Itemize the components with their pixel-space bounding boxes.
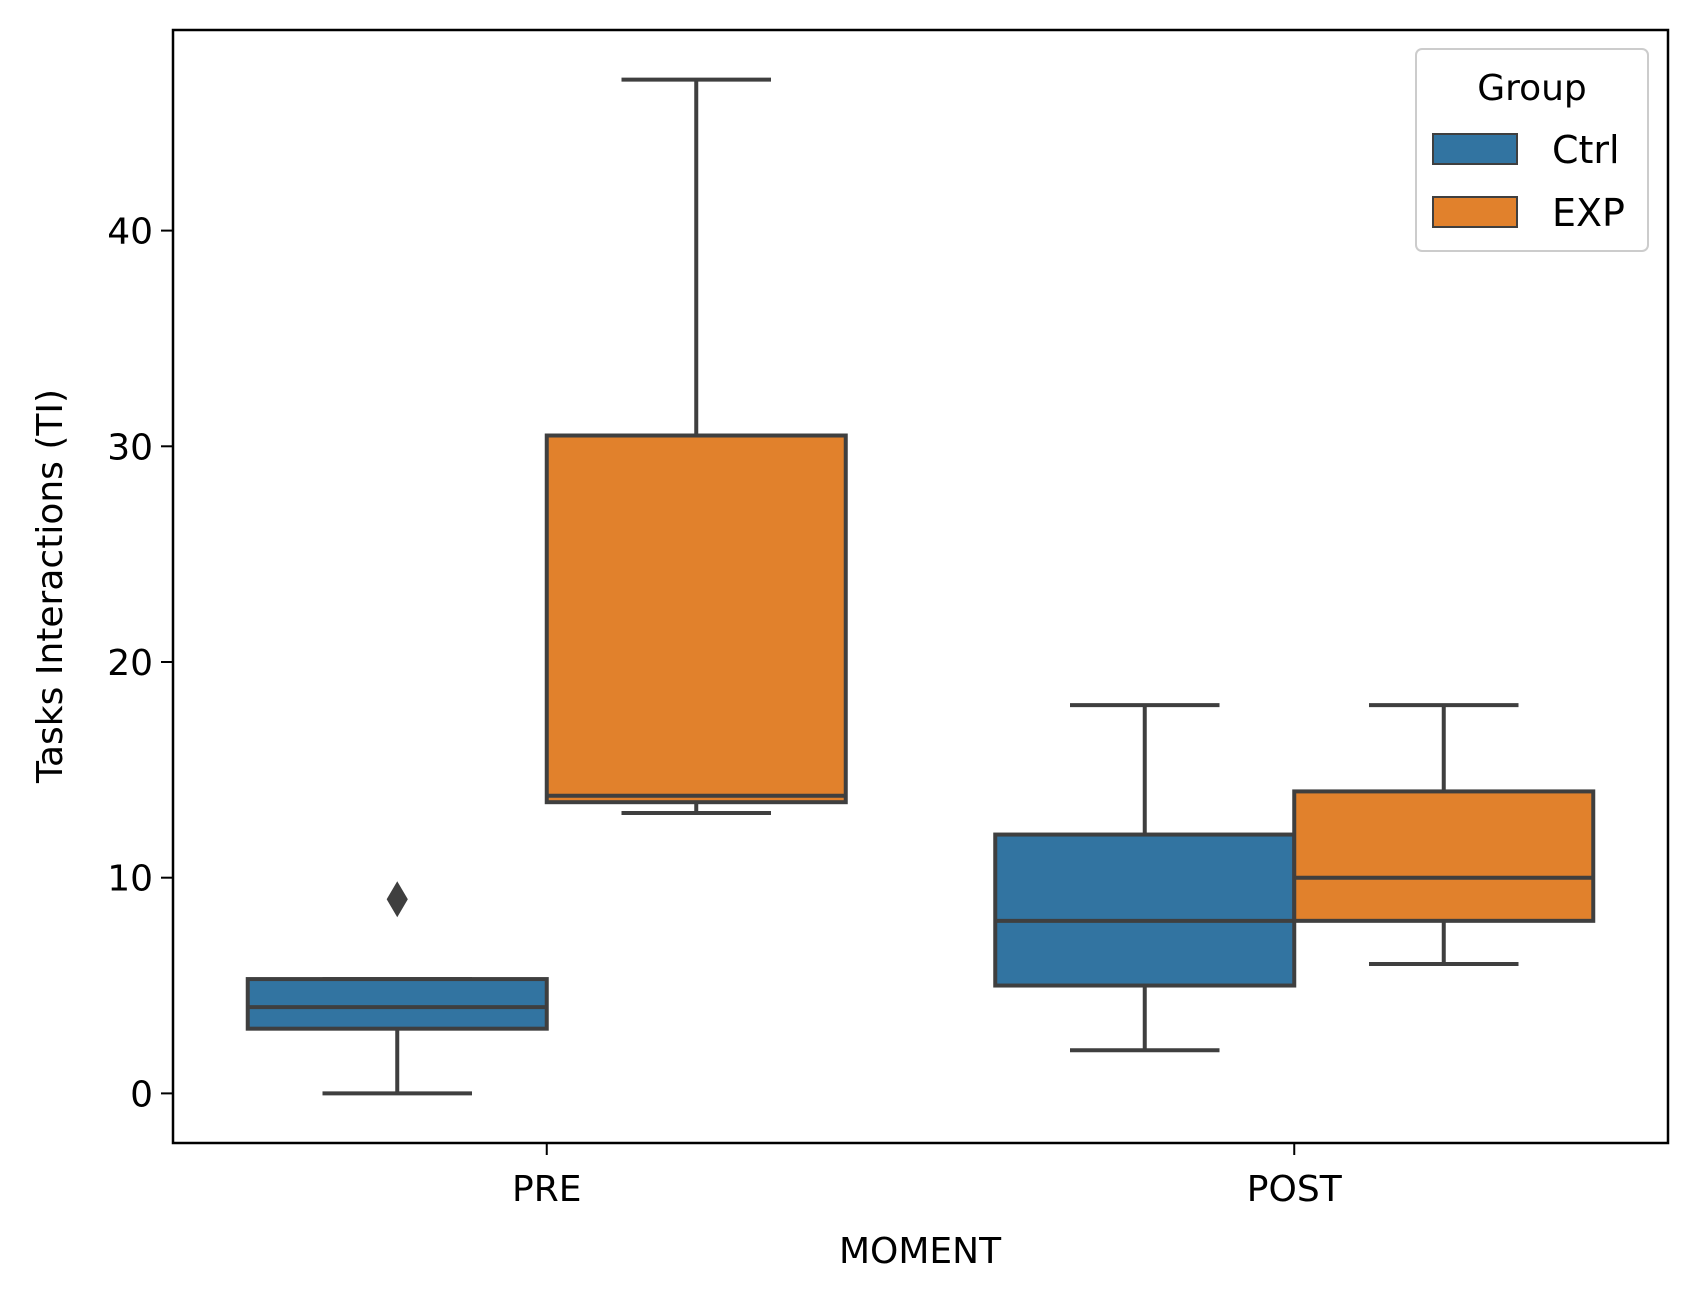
legend-swatch-exp bbox=[1432, 196, 1518, 228]
box-ctrl-pre bbox=[245, 881, 549, 1096]
x-axis: PRE POST bbox=[512, 1143, 1343, 1210]
y-axis-label: Tasks Interactions (TI) bbox=[30, 389, 71, 784]
outlier-ctrl-pre-0 bbox=[386, 881, 408, 918]
y-tick-label-30: 30 bbox=[107, 427, 153, 468]
x-tick-label-pre: PRE bbox=[512, 1169, 581, 1210]
legend-swatch-ctrl bbox=[1432, 133, 1518, 165]
y-tick-label-10: 10 bbox=[107, 859, 153, 900]
y-tick-label-20: 20 bbox=[107, 643, 153, 684]
x-axis-label: MOMENT bbox=[839, 1231, 1002, 1272]
x-tick-label-post: POST bbox=[1247, 1169, 1343, 1210]
box-ctrl-post bbox=[993, 703, 1297, 1053]
legend: Group Ctrl EXP bbox=[1415, 48, 1649, 252]
box-exp-pre bbox=[544, 77, 848, 815]
iqr-box-exp-post bbox=[1292, 789, 1596, 923]
y-axis: 0 10 20 30 40 bbox=[107, 212, 173, 1115]
legend-label-exp: EXP bbox=[1552, 191, 1625, 235]
iqr-box-exp-pre bbox=[544, 433, 848, 805]
iqr-box-ctrl-pre bbox=[245, 977, 549, 1031]
iqr-box-ctrl-post bbox=[993, 832, 1297, 988]
y-tick-label-0: 0 bbox=[130, 1074, 153, 1115]
legend-label-ctrl: Ctrl bbox=[1552, 128, 1620, 172]
y-tick-label-40: 40 bbox=[107, 212, 153, 253]
plot-frame bbox=[171, 28, 1670, 1145]
box-exp-post bbox=[1292, 703, 1596, 966]
legend-title: Group bbox=[1477, 68, 1587, 109]
plot-marks bbox=[245, 77, 1596, 1096]
